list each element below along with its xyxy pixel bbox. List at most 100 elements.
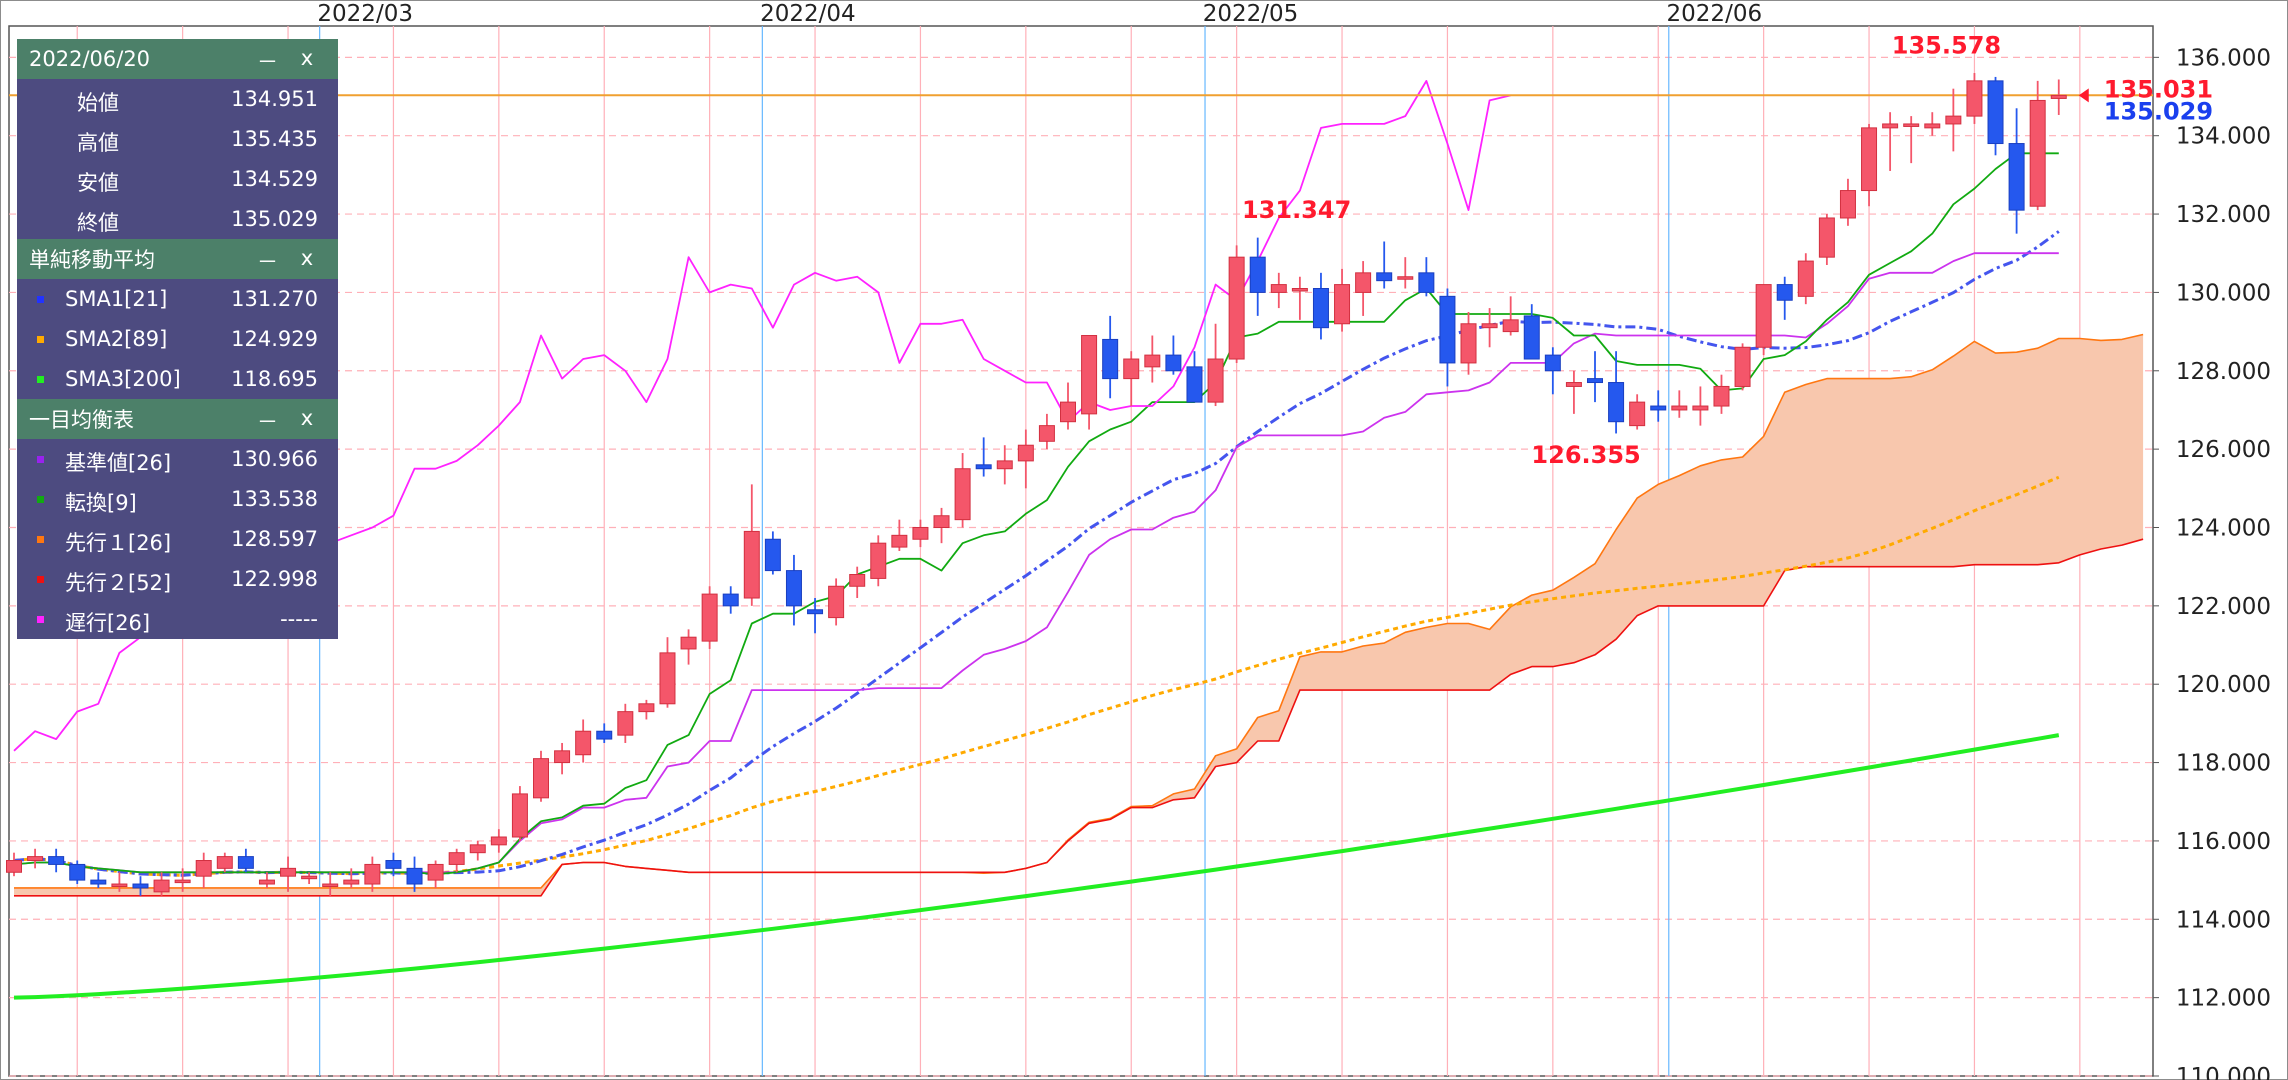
candle-body xyxy=(1523,315,1540,360)
candle-body xyxy=(1755,284,1772,348)
candle-body xyxy=(1355,272,1372,293)
month-label: 2022/04 xyxy=(760,1,856,27)
ichimoku-panel-title: 一目均衡表 xyxy=(29,408,134,432)
senkou2-swatch xyxy=(37,576,44,583)
candle-body xyxy=(1481,323,1498,329)
candle-body xyxy=(406,867,423,885)
ichimoku-minimize-button[interactable]: － xyxy=(257,410,278,434)
sma-minimize-button[interactable]: － xyxy=(257,250,278,274)
sma2-row: SMA2[89] 124.929 xyxy=(17,319,338,359)
candle-body xyxy=(680,636,697,650)
sma2-label: SMA2[89] xyxy=(65,327,168,351)
sma3-row: SMA3[200] 118.695 xyxy=(17,359,338,399)
sma1-value: 131.270 xyxy=(231,287,318,311)
candle-body xyxy=(575,730,592,756)
y-tick-label: 132.000 xyxy=(2176,202,2271,228)
ohlc-high-value: 135.435 xyxy=(231,127,318,151)
y-tick-label: 134.000 xyxy=(2176,124,2271,150)
low-annotation: 126.355 xyxy=(1531,441,1640,469)
candle-body xyxy=(1165,354,1182,372)
y-tick-label: 114.000 xyxy=(2176,907,2271,933)
tenkan-value: 133.538 xyxy=(231,487,318,511)
candle-body xyxy=(174,879,191,884)
candle-body xyxy=(1839,190,1856,219)
month-label: 2022/03 xyxy=(317,1,413,27)
candle-body xyxy=(111,883,128,888)
candle-body xyxy=(912,526,929,540)
ohlc-close-button[interactable]: x xyxy=(300,46,314,70)
candle-body xyxy=(1397,276,1414,280)
chikou-value: ----- xyxy=(280,607,318,631)
candle-body xyxy=(1987,80,2004,145)
sma-close-button[interactable]: x xyxy=(300,246,314,270)
candle-body xyxy=(533,758,549,799)
candle-body xyxy=(27,856,44,862)
candle-body xyxy=(343,879,360,885)
candle-body xyxy=(1081,335,1098,415)
ohlc-close-value: 135.029 xyxy=(231,207,318,231)
candle-body xyxy=(448,852,465,865)
close-marker-label: 135.029 xyxy=(2104,97,2213,125)
ohlc-open-row: 始値 134.951 xyxy=(17,79,338,119)
indicator-legend: 2022/06/20 － x 始値 134.951 高値 135.435 安値 134… xyxy=(17,39,338,639)
candle-body xyxy=(975,464,992,470)
sma1-swatch xyxy=(37,296,44,303)
candle-body xyxy=(1502,319,1519,333)
ohlc-open-value: 134.951 xyxy=(231,87,318,111)
chikou-label: 遅行[26] xyxy=(65,611,151,635)
candle-body xyxy=(596,730,613,740)
candle-body xyxy=(785,570,802,607)
candle-body xyxy=(490,836,507,846)
ohlc-open-label: 始値 xyxy=(77,91,119,115)
ohlc-low-row: 安値 134.529 xyxy=(17,159,338,199)
candle-body xyxy=(996,460,1013,470)
candle-body xyxy=(280,867,297,877)
candle-body xyxy=(870,542,887,579)
senkou1-swatch xyxy=(37,536,44,543)
ohlc-close-label: 終値 xyxy=(77,211,119,235)
candle-body xyxy=(364,863,381,885)
candle-body xyxy=(1587,378,1603,384)
candle-body xyxy=(69,863,86,881)
candle-body xyxy=(2008,143,2025,211)
candle-body xyxy=(849,574,866,587)
ohlc-close-row: 終値 135.029 xyxy=(17,199,338,239)
candle-body xyxy=(1945,115,1962,125)
ohlc-low-label: 安値 xyxy=(77,171,119,195)
candle-body xyxy=(6,860,22,873)
candle-body xyxy=(2050,94,2067,99)
chikou-row: 遅行[26] ----- xyxy=(17,599,338,639)
candle-body xyxy=(891,534,908,548)
candle-body xyxy=(933,515,950,528)
candle-body xyxy=(1207,358,1224,403)
senkou2-label: 先行２[52] xyxy=(65,571,172,595)
y-tick-label: 122.000 xyxy=(2176,594,2271,620)
sma1-line xyxy=(13,230,2060,877)
senkou2-value: 122.998 xyxy=(231,567,318,591)
ohlc-high-label: 高値 xyxy=(77,131,119,155)
ichimoku-panel-header: 一目均衡表 － x xyxy=(17,399,338,439)
ohlc-minimize-button[interactable]: － xyxy=(257,50,278,74)
y-tick-label: 110.000 xyxy=(2176,1064,2271,1080)
candle-body xyxy=(153,879,170,893)
candle-body xyxy=(2029,99,2046,207)
candle-body xyxy=(1692,405,1709,411)
candle-body xyxy=(1102,338,1119,380)
candle-body xyxy=(216,856,233,869)
sma3-label: SMA3[200] xyxy=(65,367,181,391)
candle-body xyxy=(1734,346,1751,387)
price-marker-label: 135.031 xyxy=(2104,75,2213,103)
candle-body xyxy=(743,530,760,599)
candle-body xyxy=(1038,425,1055,442)
candle-body xyxy=(1565,382,1582,387)
sma1-label: SMA1[21] xyxy=(65,287,168,311)
ohlc-low-value: 134.529 xyxy=(231,167,318,191)
chikou-swatch xyxy=(37,616,44,623)
candle-body xyxy=(1903,123,1920,127)
candle-body xyxy=(1123,358,1140,380)
candle-body xyxy=(195,860,212,877)
candle-body xyxy=(828,585,845,619)
ichimoku-close-button[interactable]: x xyxy=(300,406,314,430)
y-tick-label: 120.000 xyxy=(2176,672,2271,698)
